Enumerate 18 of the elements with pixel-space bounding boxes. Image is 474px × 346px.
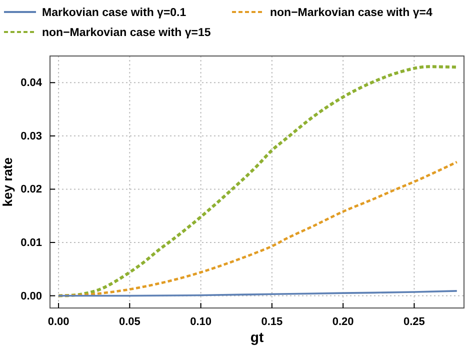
x-tick-label: 0.25 <box>403 316 425 328</box>
legend-label: non−Markovian case with γ=15 <box>42 27 212 39</box>
y-tick-label: 0.04 <box>20 77 43 90</box>
y-axis-title: key rate <box>0 157 15 207</box>
legend-label: Markovian case with γ=0.1 <box>42 7 187 19</box>
line-series <box>57 160 458 297</box>
x-tick-label: 0.15 <box>261 316 283 328</box>
x-tick-label: 0.10 <box>190 316 212 328</box>
x-tick-label: 0.20 <box>332 316 354 328</box>
x-axis-title: gt <box>250 329 264 345</box>
legend-label: non−Markovian case with γ=4 <box>270 7 433 19</box>
line-series <box>57 65 458 298</box>
y-tick-label: 0.03 <box>20 130 42 142</box>
y-tick-label: 0.02 <box>20 184 42 196</box>
x-tick-label: 0.00 <box>48 316 70 328</box>
y-tick-label: 0.00 <box>20 290 42 302</box>
x-tick-label: 0.05 <box>118 316 140 328</box>
y-tick-label: 0.01 <box>20 236 42 249</box>
